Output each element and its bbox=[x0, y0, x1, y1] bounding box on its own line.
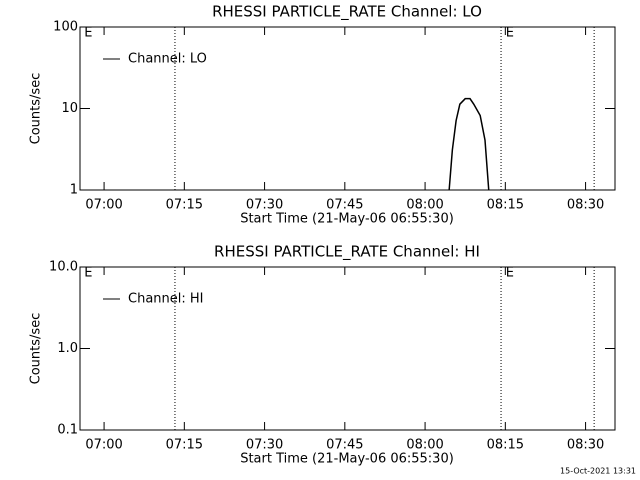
x-tick-label: 08:15 bbox=[487, 438, 524, 453]
x-axis-label: Start Time (21-May-06 06:55:30) bbox=[240, 212, 454, 227]
x-tick-label: 07:30 bbox=[246, 198, 283, 213]
x-tick-label: 07:30 bbox=[246, 438, 283, 453]
y-tick-label: 0.1 bbox=[57, 423, 78, 438]
x-tick-label: 07:15 bbox=[166, 438, 203, 453]
x-tick-label: 08:15 bbox=[487, 198, 524, 213]
flag-label: E bbox=[84, 266, 92, 281]
data-line bbox=[448, 97, 490, 191]
legend-label: Channel: HI bbox=[128, 292, 204, 307]
x-tick-label: 07:45 bbox=[326, 198, 363, 213]
chart-title: RHESSI PARTICLE_RATE Channel: LO bbox=[212, 3, 482, 22]
x-axis-label: Start Time (21-May-06 06:55:30) bbox=[240, 452, 454, 467]
y-axis-label: Counts/sec bbox=[29, 313, 44, 385]
x-tick-label: 08:00 bbox=[406, 438, 443, 453]
flag-label: E bbox=[506, 266, 514, 281]
x-tick-label: 08:30 bbox=[567, 198, 604, 213]
y-tick-label: 10 bbox=[61, 101, 78, 116]
x-tick-label: 07:15 bbox=[166, 198, 203, 213]
y-tick-label: 1 bbox=[70, 183, 78, 198]
x-tick-label: 08:30 bbox=[567, 438, 604, 453]
x-tick-label: 07:45 bbox=[326, 438, 363, 453]
legend-label: Channel: LO bbox=[128, 52, 207, 67]
y-tick-label: 100 bbox=[53, 20, 78, 35]
x-tick-label: 07:00 bbox=[85, 438, 122, 453]
y-axis-label: Counts/sec bbox=[29, 73, 44, 145]
flag-label: E bbox=[506, 26, 514, 41]
y-tick-label: 10.0 bbox=[49, 260, 78, 275]
flag-label: E bbox=[84, 26, 92, 41]
footer: 15-Oct-2021 13:31 bbox=[560, 467, 636, 476]
x-tick-label: 08:00 bbox=[406, 198, 443, 213]
y-tick-label: 1.0 bbox=[57, 341, 78, 356]
chart-title: RHESSI PARTICLE_RATE Channel: HI bbox=[214, 243, 480, 262]
x-tick-label: 07:00 bbox=[85, 198, 122, 213]
